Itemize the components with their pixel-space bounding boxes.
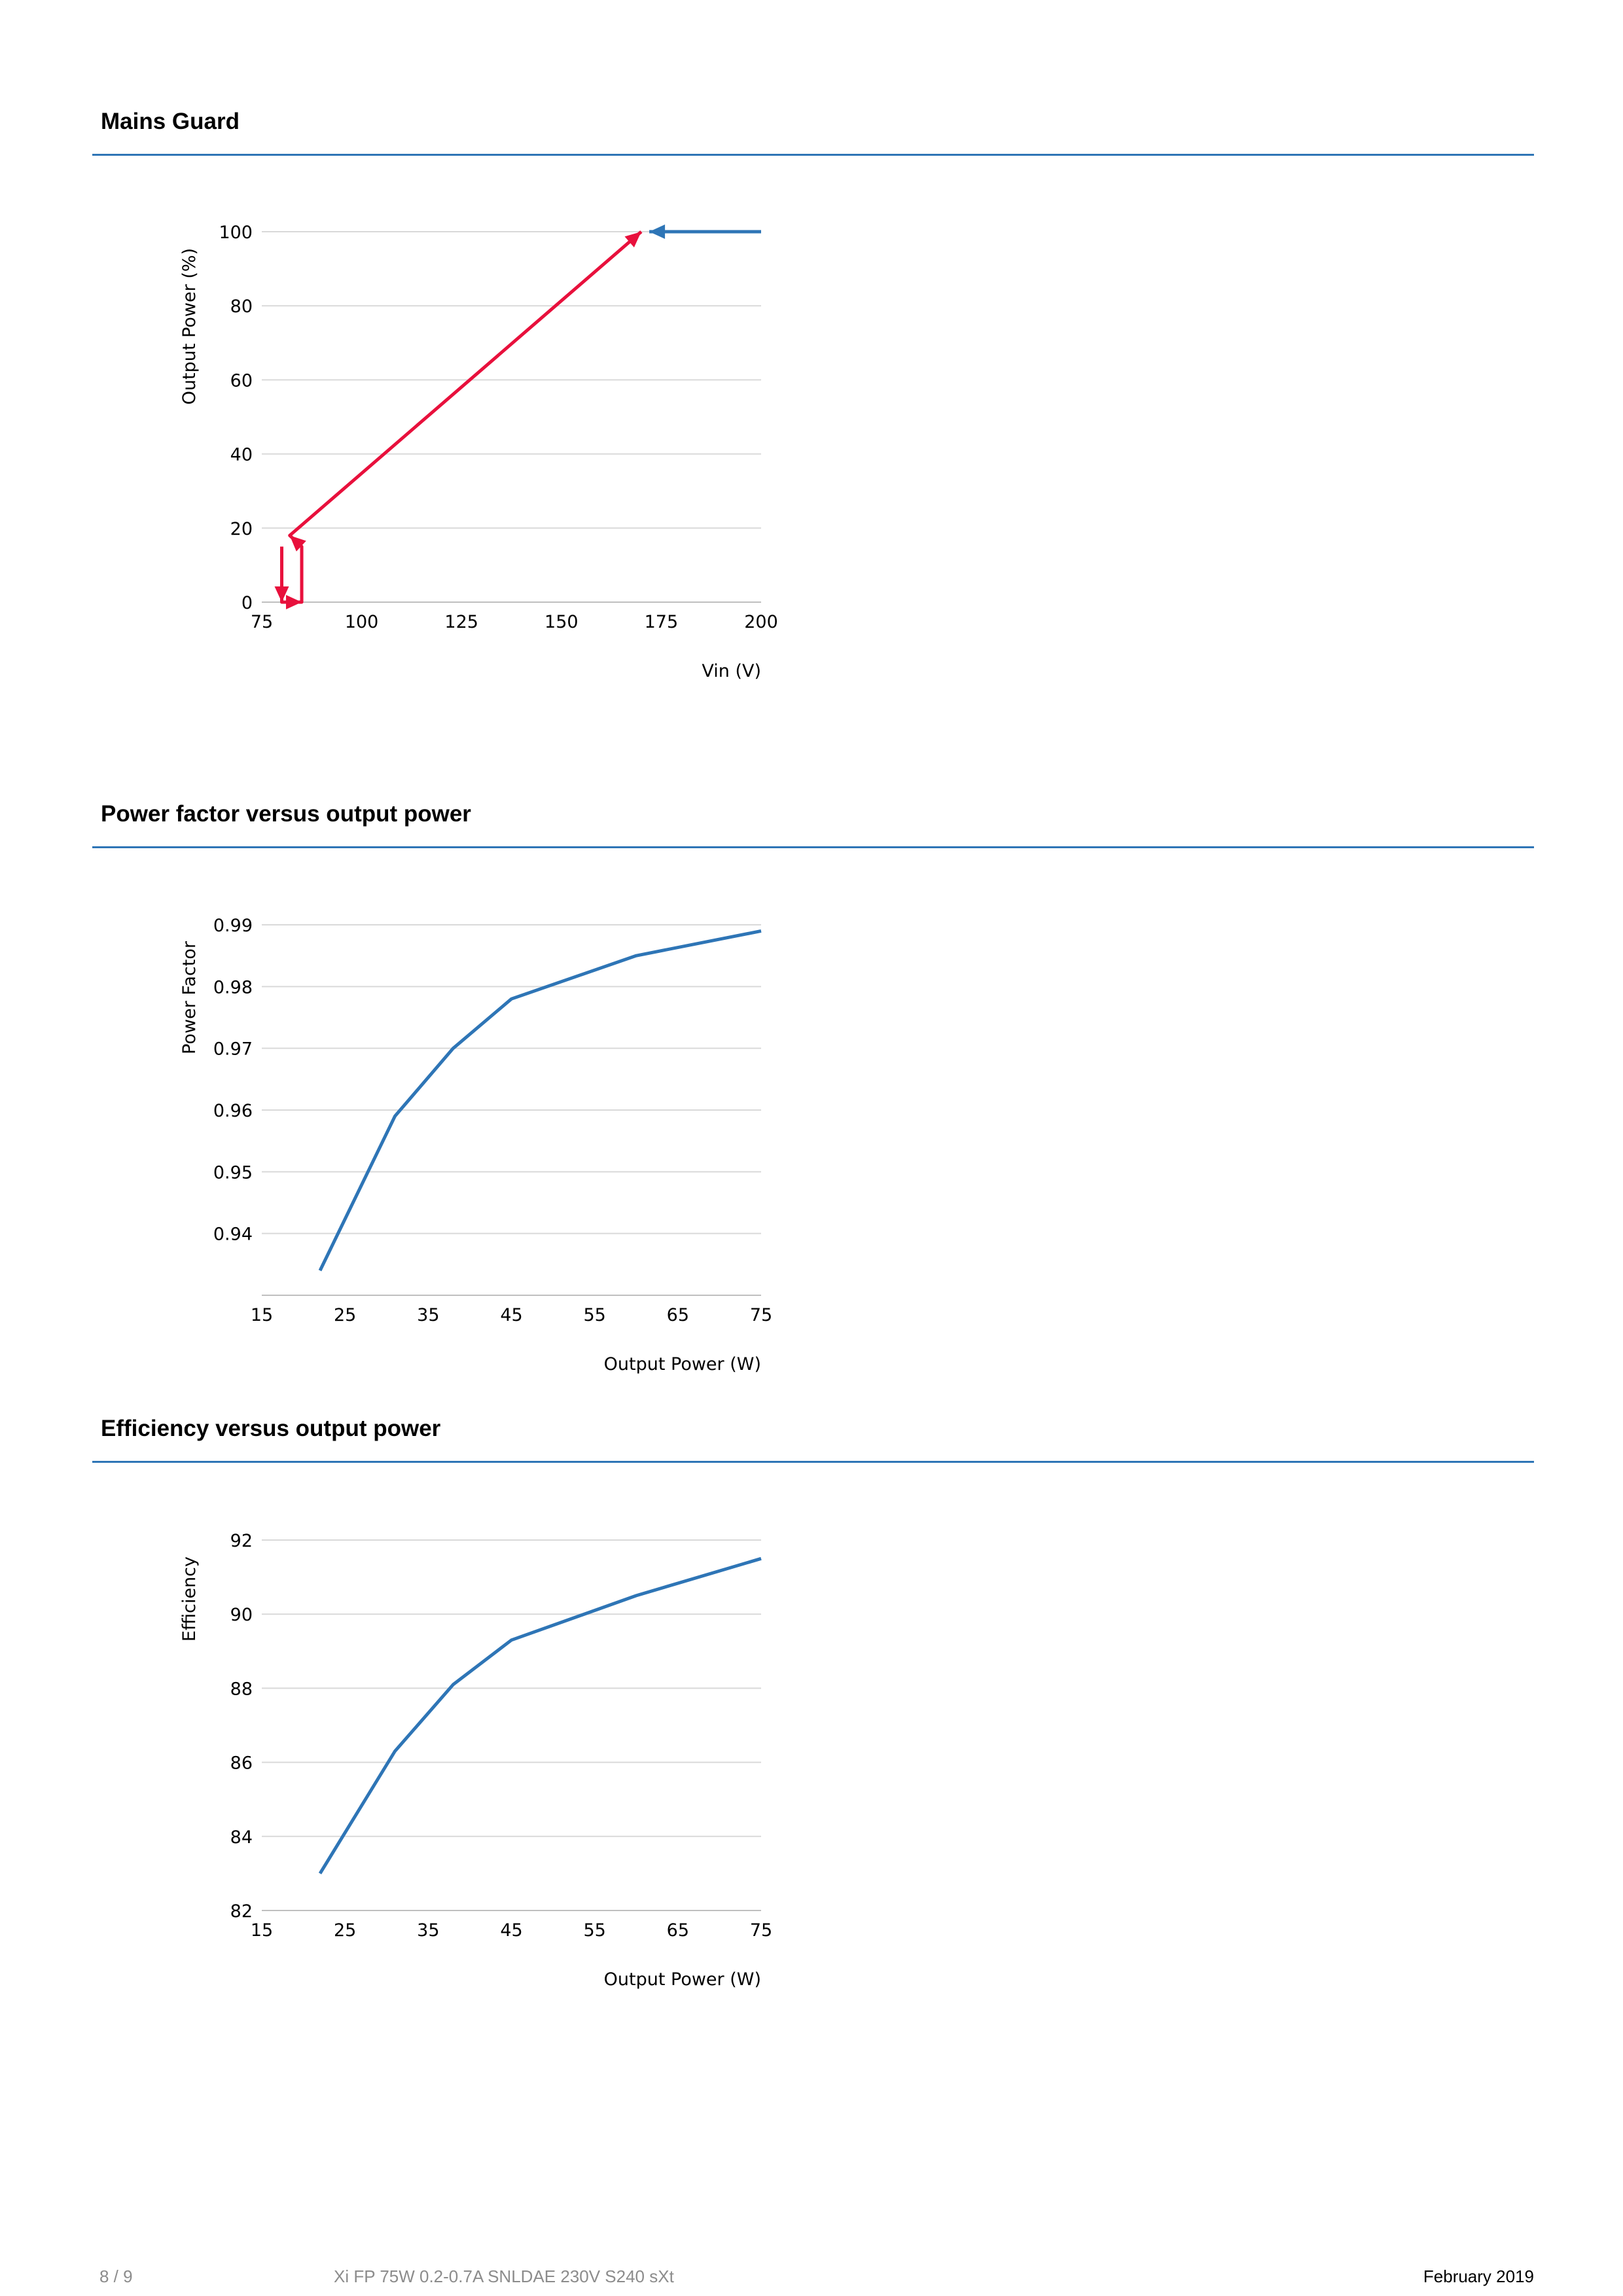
x-tick-label: 35	[417, 1920, 439, 1941]
y-tick-label: 88	[230, 1679, 253, 1699]
section-divider	[92, 846, 1534, 848]
x-axis-title: Output Power (W)	[604, 1354, 761, 1374]
series-line	[318, 929, 762, 1272]
y-axis-title: Efficiency	[179, 1556, 200, 1641]
section-title-power-factor: Power factor versus output power	[101, 801, 471, 827]
arrowhead	[286, 595, 302, 609]
x-tick-label: 45	[500, 1305, 522, 1325]
y-tick-label: 0.95	[213, 1162, 253, 1183]
mains-guard-chart: 0 20 40 60 80 100 75 100 125 150 175 200 Vin (V) Outp…	[179, 223, 778, 681]
x-tick-label: 65	[667, 1920, 689, 1941]
page-number: 8 / 9	[99, 2267, 133, 2286]
product-name: Xi FP 75W 0.2-0.7A SNLDAE 230V S240 sXt	[334, 2267, 674, 2286]
y-tick-label: 90	[230, 1605, 253, 1625]
x-tick-label: 55	[583, 1305, 605, 1325]
x-tick-label: 65	[667, 1305, 689, 1325]
section-divider	[92, 154, 1534, 156]
x-tick-label: 150	[544, 612, 579, 632]
y-tick-label: 82	[230, 1901, 253, 1922]
x-tick-label: 35	[417, 1305, 439, 1325]
y-axis-title: Output Power (%)	[179, 248, 200, 404]
x-tick-label: 25	[334, 1920, 356, 1941]
efficiency-chart: 82 84 86 88 90 92 15 25 35 45 55 65 75 Output Power (…	[179, 1531, 772, 1990]
y-tick-label: 0.96	[213, 1101, 253, 1121]
x-tick-label: 75	[251, 612, 273, 632]
y-tick-label: 0.99	[213, 916, 253, 936]
y-tick-label: 0.98	[213, 977, 253, 997]
x-tick-label: 55	[583, 1920, 605, 1941]
y-tick-label: 100	[219, 223, 253, 243]
x-tick-label: 75	[750, 1920, 772, 1941]
x-axis-title: Output Power (W)	[604, 1969, 761, 1990]
x-tick-label: 75	[750, 1305, 772, 1325]
x-axis-title: Vin (V)	[702, 661, 761, 681]
section-title-efficiency: Efficiency versus output power	[101, 1416, 441, 1441]
x-tick-label: 15	[251, 1305, 273, 1325]
arrowhead	[274, 586, 289, 602]
y-tick-label: 0	[241, 593, 253, 613]
power-factor-chart: 0.94 0.95 0.96 0.97 0.98 0.99 15 25 35 45 55 65 75 Ou…	[179, 916, 772, 1374]
document-date: February 2019	[1423, 2267, 1534, 2286]
x-tick-label: 125	[444, 612, 478, 632]
x-tick-label: 45	[500, 1920, 522, 1941]
y-tick-label: 86	[230, 1753, 253, 1774]
y-tick-label: 40	[230, 445, 253, 465]
y-axis-title: Power Factor	[179, 941, 200, 1054]
y-tick-label: 0.97	[213, 1039, 253, 1060]
y-tick-label: 84	[230, 1827, 253, 1848]
x-tick-label: 100	[345, 612, 379, 632]
y-tick-label: 80	[230, 296, 253, 317]
x-tick-label: 15	[251, 1920, 273, 1941]
section-title-mains-guard: Mains Guard	[101, 109, 240, 134]
section-divider	[92, 1461, 1534, 1463]
y-tick-label: 60	[230, 370, 253, 391]
series-line	[318, 1556, 762, 1874]
arrowhead	[649, 224, 666, 239]
arrowhead	[624, 232, 641, 248]
y-tick-label: 92	[230, 1531, 253, 1551]
y-tick-label: 20	[230, 519, 253, 539]
y-tick-label: 0.94	[213, 1225, 253, 1245]
x-tick-label: 175	[645, 612, 679, 632]
x-tick-label: 200	[744, 612, 778, 632]
x-tick-label: 25	[334, 1305, 356, 1325]
arrowhead	[289, 535, 306, 552]
